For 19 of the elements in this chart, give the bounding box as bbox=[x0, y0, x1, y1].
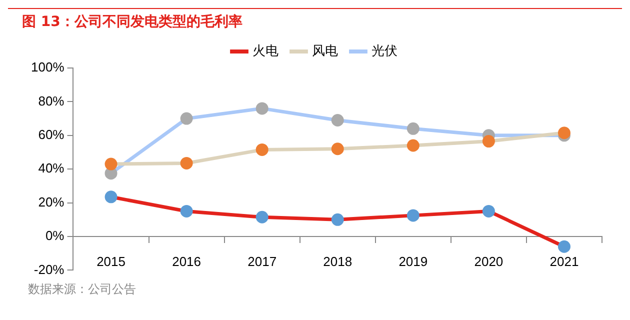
x-tick-label: 2017 bbox=[248, 254, 277, 269]
legend-label: 风电 bbox=[312, 44, 338, 59]
legend-label: 光伏 bbox=[371, 44, 398, 59]
x-tick-label: 2020 bbox=[474, 254, 504, 269]
x-tick-label: 2015 bbox=[96, 254, 126, 269]
x-tick-label: 2018 bbox=[323, 254, 352, 269]
y-tick-label: 0% bbox=[45, 228, 65, 244]
chart-title: 图 13：公司不同发电类型的毛利率 bbox=[8, 8, 622, 31]
y-tick-label: 100% bbox=[31, 60, 65, 75]
x-tick-label: 2016 bbox=[172, 254, 202, 269]
x-tick-label: 2019 bbox=[398, 254, 428, 269]
y-tick-label: -20% bbox=[34, 262, 65, 277]
y-tick-label: 80% bbox=[38, 93, 65, 108]
legend-label: 火电 bbox=[252, 44, 278, 59]
y-tick-label: 40% bbox=[38, 160, 65, 176]
source-note: 数据来源：公司公告 bbox=[27, 281, 137, 298]
x-tick-label: 2021 bbox=[550, 254, 579, 269]
y-tick-label: 20% bbox=[38, 194, 65, 210]
y-tick-label: 60% bbox=[38, 126, 65, 142]
